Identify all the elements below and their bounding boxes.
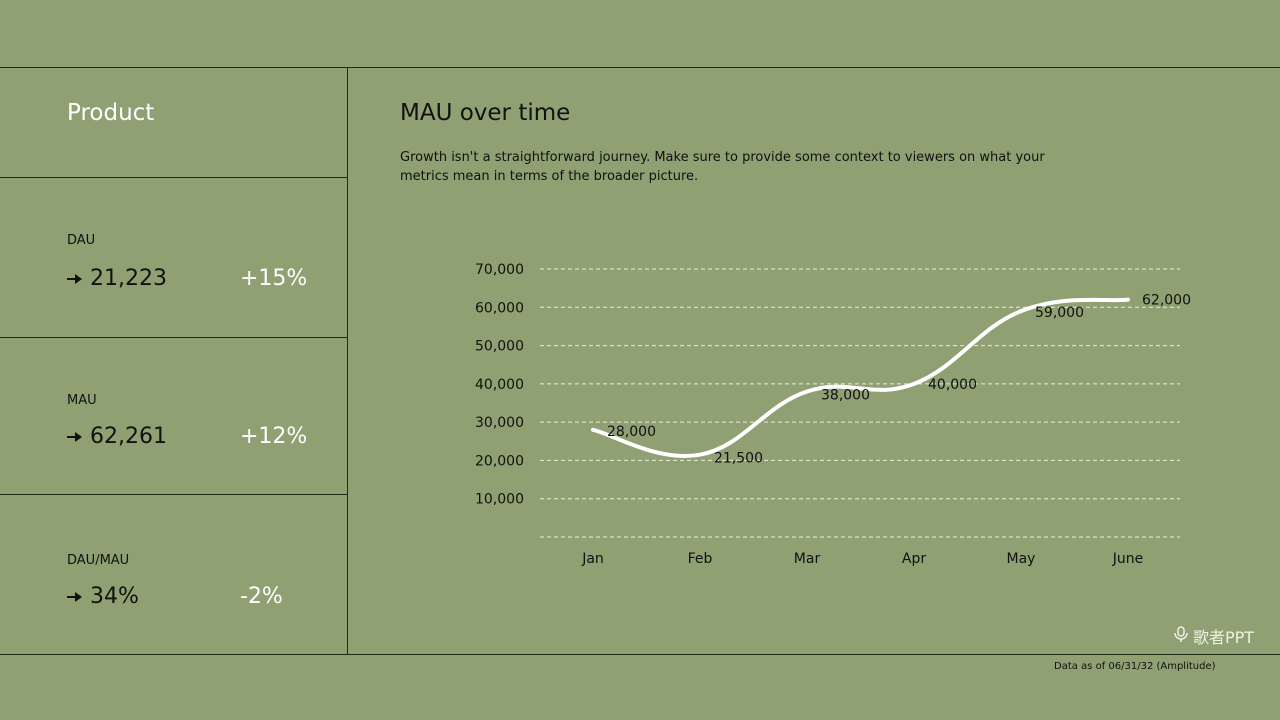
- mic-icon: [1172, 625, 1190, 647]
- data-label: 62,000: [1142, 293, 1191, 309]
- metric-label-dau-mau: DAU/MAU: [67, 553, 130, 568]
- data-label: 38,000: [821, 388, 870, 404]
- metric-label-mau: MAU: [67, 393, 97, 408]
- metric-label-dau: DAU: [67, 233, 96, 248]
- x-tick-label: Mar: [794, 551, 821, 567]
- data-label: 28,000: [607, 424, 656, 440]
- arrow-right-icon: [67, 273, 82, 285]
- x-tick-label: May: [1007, 551, 1036, 567]
- metric-value-text: 62,261: [90, 424, 167, 449]
- x-tick-label: Apr: [902, 551, 926, 567]
- arrow-right-icon: [67, 431, 82, 443]
- y-tick-label: 30,000: [475, 415, 524, 431]
- panel-title: Product: [67, 100, 155, 126]
- x-tick-label: Jan: [581, 551, 604, 567]
- bottom-divider: [0, 654, 1280, 655]
- panel-row-divider: [0, 337, 347, 338]
- top-divider: [0, 67, 1280, 68]
- chart-title: MAU over time: [400, 100, 571, 126]
- data-source-footnote: Data as of 06/31/32 (Amplitude): [1054, 661, 1216, 672]
- metric-change-mau: +12%: [240, 424, 308, 449]
- data-label: 59,000: [1035, 305, 1084, 321]
- panel-divider: [347, 67, 348, 655]
- x-tick-label: Feb: [688, 551, 713, 567]
- y-tick-label: 10,000: [475, 492, 524, 508]
- metric-value-text: 21,223: [90, 266, 167, 291]
- x-tick-label: June: [1112, 551, 1144, 567]
- arrow-right-icon: [67, 591, 82, 603]
- panel-row-divider: [0, 177, 347, 178]
- panel-row-divider: [0, 494, 347, 495]
- metric-change-dau: +15%: [240, 266, 308, 291]
- data-label: 21,500: [714, 451, 763, 467]
- metric-change-dau-mau: -2%: [240, 584, 283, 609]
- y-tick-label: 40,000: [475, 377, 524, 393]
- y-tick-label: 50,000: [475, 339, 524, 355]
- metric-value-text: 34%: [90, 584, 139, 609]
- metric-value-dau: 21,223: [67, 266, 167, 291]
- metric-value-mau: 62,261: [67, 424, 167, 449]
- y-tick-label: 20,000: [475, 453, 524, 469]
- metric-value-dau-mau: 34%: [67, 584, 139, 609]
- watermark-text: 歌者PPT: [1193, 628, 1255, 647]
- y-tick-label: 70,000: [475, 262, 524, 278]
- data-label: 40,000: [928, 377, 977, 393]
- mau-series-line: [591, 297, 1130, 458]
- y-tick-label: 60,000: [475, 300, 524, 316]
- watermark-logo: 歌者PPT: [1172, 624, 1254, 648]
- chart-subtitle: Growth isn't a straightforward journey. …: [400, 150, 1045, 184]
